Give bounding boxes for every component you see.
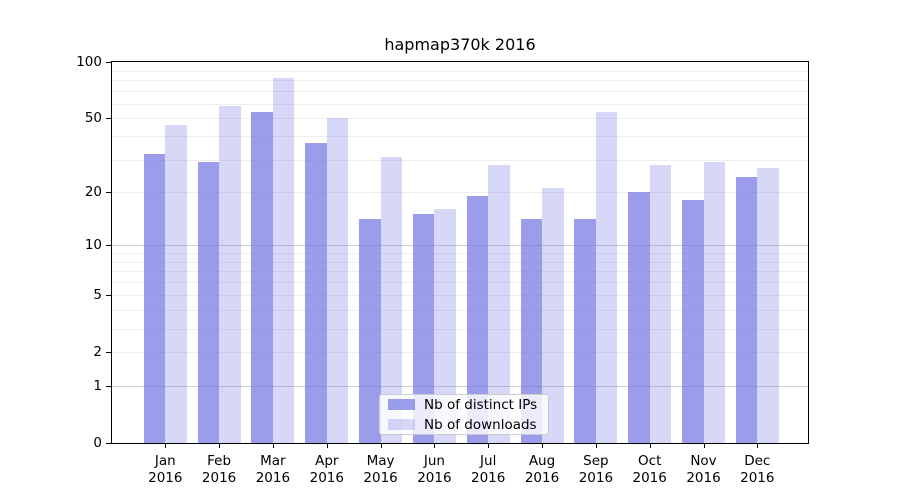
major-gridline [112, 245, 808, 246]
minor-gridline [112, 191, 808, 193]
legend-swatch-dark [388, 399, 415, 410]
bar-distinct-ips-feb [197, 162, 220, 443]
x-tick-mark [272, 444, 274, 448]
legend-entry-downloads: Nb of downloads [388, 417, 540, 433]
minor-gridline [112, 70, 808, 72]
legend-entry-distinct-ips: Nb of distinct IPs [388, 397, 540, 413]
y-tick-label: 5 [93, 287, 102, 304]
bar-distinct-ips-sep [574, 219, 596, 443]
minor-gridline [112, 252, 808, 254]
legend-label: Nb of downloads [424, 416, 537, 433]
bar-downloads-dec [757, 167, 779, 443]
bar-downloads-mar [272, 78, 295, 443]
x-tick-label-sep: Sep 2016 [578, 453, 614, 486]
bar-downloads-jul [488, 165, 510, 443]
minor-gridline [112, 282, 808, 284]
minor-gridline [112, 91, 808, 93]
bar-distinct-ips-mar [251, 112, 273, 443]
x-tick-label-jul: Jul 2016 [471, 453, 506, 486]
x-tick-label-nov: Nov 2016 [686, 453, 721, 486]
x-tick-label-dec: Dec 2016 [740, 453, 775, 486]
y-tick-label: 1 [93, 377, 102, 394]
y-tick-mark [106, 118, 112, 120]
bar-downloads-nov [703, 162, 725, 443]
minor-gridline [112, 295, 808, 297]
y-tick-label: 0 [93, 435, 102, 451]
y-tick-mark [106, 62, 112, 63]
x-tick-label-aug: Aug 2016 [524, 453, 560, 486]
minor-gridline [112, 80, 808, 82]
x-tick-label-jun: Jun 2016 [417, 453, 452, 486]
x-tick-mark [380, 444, 382, 448]
y-tick-label: 20 [84, 183, 102, 200]
minor-gridline [112, 118, 808, 120]
minor-gridline [112, 261, 808, 263]
y-tick-label: 50 [84, 110, 102, 127]
y-tick-label: 10 [84, 237, 102, 253]
bar-distinct-ips-jan [143, 154, 166, 443]
y-tick-mark [106, 385, 112, 387]
x-tick-mark [165, 444, 167, 448]
minor-gridline [112, 136, 808, 138]
bar-downloads-jun [434, 209, 456, 443]
bar-downloads-feb [219, 106, 241, 443]
y-tick-label: 2 [93, 344, 102, 361]
bar-downloads-jan [165, 125, 187, 443]
bar-distinct-ips-aug [520, 219, 542, 443]
bar-downloads-sep [595, 112, 618, 443]
major-gridline [112, 385, 808, 387]
y-tick-mark [106, 191, 112, 193]
x-tick-mark [326, 444, 328, 448]
bar-downloads-may [380, 156, 403, 443]
minor-gridline [112, 103, 808, 105]
minor-gridline [112, 328, 808, 330]
y-tick-mark [106, 245, 112, 246]
minor-gridline [112, 159, 808, 161]
y-tick-mark [106, 352, 112, 354]
x-tick-label-may: May 2016 [363, 453, 398, 486]
bar-distinct-ips-may [359, 219, 381, 443]
plot-canvas [112, 62, 808, 443]
x-tick-label-jan: Jan 2016 [148, 453, 183, 486]
x-tick-mark [434, 444, 436, 448]
minor-gridline [112, 352, 808, 354]
x-tick-mark [595, 444, 597, 448]
bar-downloads-oct [649, 165, 672, 443]
x-tick-mark [488, 444, 490, 448]
x-tick-label-oct: Oct 2016 [632, 453, 667, 486]
bar-distinct-ips-apr [305, 142, 327, 443]
bar-distinct-ips-jun [412, 214, 435, 443]
legend: Nb of distinct IPs Nb of downloads [379, 394, 549, 435]
x-tick-mark [219, 444, 221, 448]
minor-gridline [112, 310, 808, 312]
minor-gridline [112, 271, 808, 273]
x-tick-mark [757, 444, 759, 448]
x-tick-mark [542, 444, 543, 448]
bar-downloads-apr [326, 118, 349, 443]
legend-label: Nb of distinct IPs [424, 396, 538, 413]
legend-swatch-light [388, 419, 415, 430]
x-tick-mark [649, 444, 651, 448]
x-tick-label-feb: Feb 2016 [201, 453, 237, 486]
bar-downloads-aug [542, 187, 564, 443]
chart-title: hapmap370k 2016 [384, 35, 536, 54]
x-tick-label-apr: Apr 2016 [309, 453, 344, 486]
x-tick-mark [703, 444, 705, 448]
bar-distinct-ips-jul [466, 195, 489, 443]
bar-distinct-ips-nov [682, 199, 704, 443]
y-tick-mark [106, 443, 112, 444]
y-tick-label: 100 [76, 54, 102, 70]
bar-distinct-ips-oct [628, 191, 650, 443]
bar-distinct-ips-dec [735, 177, 758, 443]
y-tick-mark [106, 295, 112, 297]
x-tick-label-mar: Mar 2016 [255, 453, 291, 486]
plot-area: Nb of distinct IPs Nb of downloads [111, 61, 809, 444]
